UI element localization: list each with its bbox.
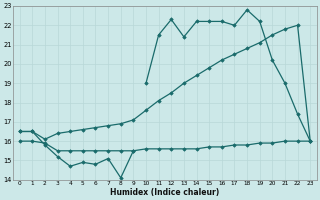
X-axis label: Humidex (Indice chaleur): Humidex (Indice chaleur) <box>110 188 220 197</box>
